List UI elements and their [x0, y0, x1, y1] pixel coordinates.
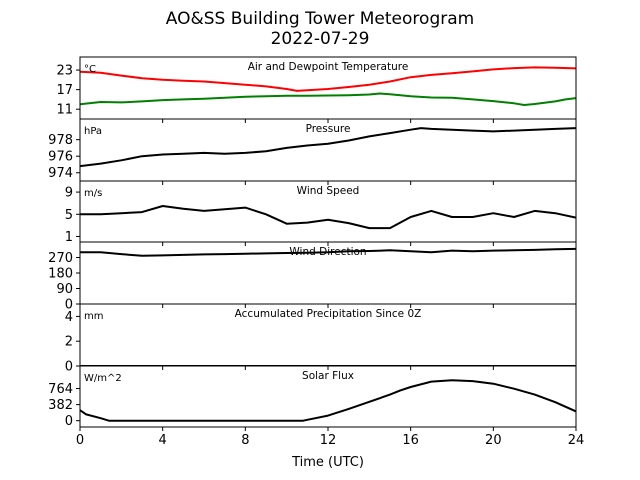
y-tick-label: 11 — [56, 103, 73, 118]
y-tick-label: 2 — [65, 335, 73, 350]
chart-title-line2: 2022-07-29 — [271, 29, 370, 49]
y-tick-label: 976 — [48, 150, 73, 165]
x-tick-label: 0 — [76, 433, 84, 448]
y-tick-label: 1 — [65, 230, 73, 245]
panel-unit-label: mm — [84, 311, 103, 322]
y-tick-label: 90 — [56, 282, 73, 297]
y-tick-label: 180 — [48, 267, 73, 282]
series-line-1 — [80, 379, 576, 422]
panel-unit-label: W/m^2 — [84, 373, 122, 384]
series-line-1 — [80, 205, 576, 230]
y-tick-label: 382 — [48, 398, 73, 413]
y-tick-label: 978 — [48, 133, 73, 148]
x-tick-label: 12 — [320, 433, 337, 448]
panel-title: Wind Direction — [289, 246, 366, 258]
x-tick-label: 24 — [568, 433, 585, 448]
y-tick-label: 5 — [65, 208, 73, 223]
x-tick-label: 16 — [402, 433, 419, 448]
x-axis-label: Time (UTC) — [291, 455, 364, 470]
y-tick-label: 764 — [48, 382, 73, 397]
y-tick-label: 23 — [56, 64, 73, 79]
panel-unit-label: hPa — [84, 126, 102, 137]
panel-title: Wind Speed — [297, 185, 360, 197]
panel-5: 0 2 4 Accumulated Precipitation Since 0Z mm — [65, 303, 577, 375]
panel-title: Accumulated Precipitation Since 0Z — [235, 308, 422, 320]
x-tick-label: 20 — [485, 433, 502, 448]
y-tick-label: 974 — [48, 166, 73, 181]
y-tick-label: 270 — [48, 251, 73, 266]
y-tick-label: 0 — [65, 298, 73, 313]
x-axis: 0 4 8 12 16 20 24 — [76, 433, 584, 448]
y-tick-label: 0 — [65, 414, 73, 429]
y-tick-label: 4 — [65, 310, 73, 325]
x-tick-label: 4 — [159, 433, 167, 448]
panel-1: 11 17 23 Air and Dewpoint Temperature °C — [56, 56, 577, 123]
series-line-2 — [80, 92, 576, 106]
panel-unit-label: m/s — [84, 188, 102, 199]
series-line-1 — [80, 247, 576, 257]
y-tick-label: 9 — [65, 186, 73, 201]
panel-title: Pressure — [306, 123, 351, 135]
panel-unit-label: °C — [84, 64, 96, 75]
y-tick-label: 0 — [65, 360, 73, 375]
x-tick-label: 8 — [241, 433, 249, 448]
panel-title: Air and Dewpoint Temperature — [248, 61, 409, 73]
series-line-1 — [80, 66, 576, 92]
series-line-1 — [80, 127, 576, 168]
chart-title-line1: AO&SS Building Tower Meteorogram — [166, 9, 474, 29]
panel-title: Solar Flux — [302, 370, 354, 382]
y-tick-label: 17 — [56, 83, 73, 98]
panel-3: 1 5 9 Wind Speed m/s — [65, 180, 577, 246]
